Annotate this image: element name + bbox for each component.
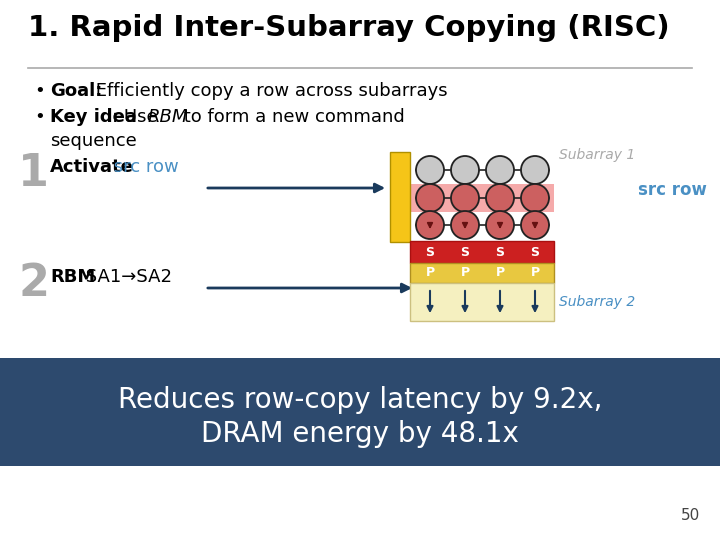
Text: P: P <box>460 267 469 280</box>
Text: Subarray 1: Subarray 1 <box>559 148 635 162</box>
Text: P: P <box>426 267 435 280</box>
Text: Key idea: Key idea <box>50 108 137 126</box>
Text: RBM: RBM <box>50 268 95 286</box>
Text: Activate: Activate <box>50 158 134 176</box>
Circle shape <box>486 184 514 212</box>
Text: P: P <box>531 267 539 280</box>
Text: S: S <box>426 246 434 259</box>
Text: DRAM energy by 48.1x: DRAM energy by 48.1x <box>201 420 519 448</box>
Text: P: P <box>495 267 505 280</box>
Text: 1: 1 <box>18 152 49 195</box>
Text: SA1→SA2: SA1→SA2 <box>80 268 172 286</box>
Text: src row: src row <box>108 158 179 176</box>
Text: Subarray 2: Subarray 2 <box>559 295 635 309</box>
Circle shape <box>521 184 549 212</box>
Circle shape <box>416 156 444 184</box>
Text: 1. Rapid Inter-Subarray Copying (RISC): 1. Rapid Inter-Subarray Copying (RISC) <box>28 14 670 42</box>
Circle shape <box>521 156 549 184</box>
Text: •: • <box>34 82 45 100</box>
Circle shape <box>451 184 479 212</box>
Circle shape <box>521 211 549 239</box>
Text: Goal:: Goal: <box>50 82 102 100</box>
Bar <box>410 241 554 263</box>
Text: RBM: RBM <box>148 108 189 126</box>
Text: 2: 2 <box>18 262 49 305</box>
Text: •: • <box>34 108 45 126</box>
Text: Reduces row-copy latency by 9.2x,: Reduces row-copy latency by 9.2x, <box>118 386 602 414</box>
Bar <box>390 152 410 242</box>
Bar <box>410 184 554 212</box>
Text: src row: src row <box>638 181 707 199</box>
Text: S: S <box>531 246 539 259</box>
Circle shape <box>451 211 479 239</box>
Circle shape <box>416 211 444 239</box>
Circle shape <box>416 184 444 212</box>
Text: : Use: : Use <box>112 108 163 126</box>
Text: sequence: sequence <box>50 132 137 150</box>
Text: S: S <box>461 246 469 259</box>
Circle shape <box>451 156 479 184</box>
Bar <box>410 263 554 283</box>
Text: S: S <box>495 246 505 259</box>
Circle shape <box>486 156 514 184</box>
Text: Efficiently copy a row across subarrays: Efficiently copy a row across subarrays <box>90 82 448 100</box>
Bar <box>0 358 720 466</box>
Text: 50: 50 <box>680 508 700 523</box>
Text: to form a new command: to form a new command <box>178 108 405 126</box>
Bar <box>410 283 554 321</box>
Circle shape <box>486 211 514 239</box>
